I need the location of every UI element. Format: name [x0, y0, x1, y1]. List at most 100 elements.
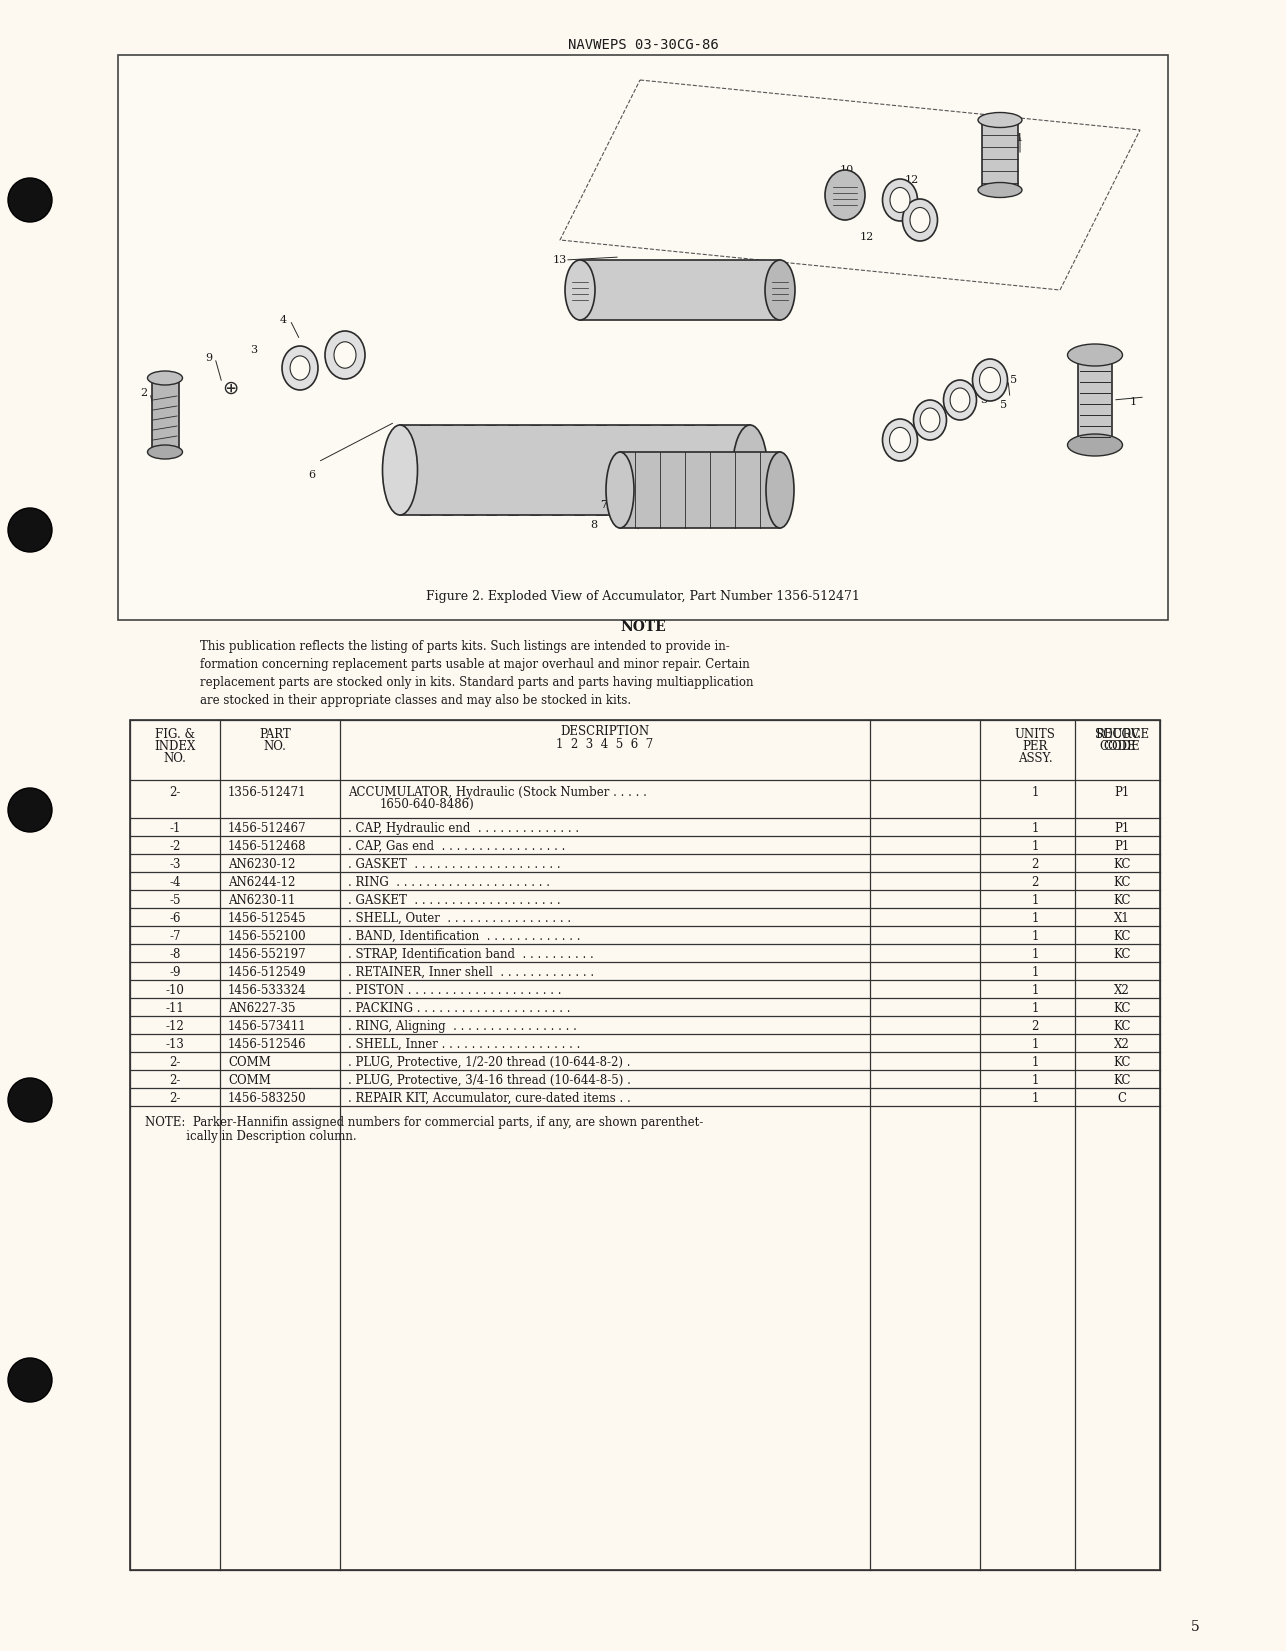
Text: P1: P1	[1115, 840, 1129, 854]
Text: CODE: CODE	[1103, 740, 1141, 753]
Text: PART: PART	[258, 728, 291, 741]
Text: 2-: 2-	[170, 1091, 181, 1105]
Text: -8: -8	[170, 948, 181, 961]
Text: 1: 1	[1031, 1038, 1039, 1052]
Text: 2-: 2-	[170, 786, 181, 799]
Text: 1: 1	[1031, 1002, 1039, 1015]
Text: PER: PER	[1022, 740, 1048, 753]
Ellipse shape	[910, 208, 930, 233]
Text: -12: -12	[166, 1020, 184, 1034]
Ellipse shape	[977, 112, 1022, 127]
Text: 2: 2	[140, 388, 147, 398]
Ellipse shape	[882, 419, 917, 461]
Text: . SHELL, Inner . . . . . . . . . . . . . . . . . . .: . SHELL, Inner . . . . . . . . . . . . .…	[349, 1038, 580, 1052]
Ellipse shape	[733, 424, 768, 515]
Text: FIG. &: FIG. &	[156, 728, 195, 741]
Text: . GASKET  . . . . . . . . . . . . . . . . . . . .: . GASKET . . . . . . . . . . . . . . . .…	[349, 859, 561, 872]
Text: 1: 1	[1031, 984, 1039, 997]
Text: P1: P1	[1115, 786, 1129, 799]
Text: NO.: NO.	[264, 740, 287, 753]
Circle shape	[8, 178, 51, 221]
Ellipse shape	[766, 452, 793, 528]
Text: 2: 2	[1031, 1020, 1039, 1034]
Text: . BAND, Identification  . . . . . . . . . . . . .: . BAND, Identification . . . . . . . . .…	[349, 930, 580, 943]
Text: . CAP, Hydraulic end  . . . . . . . . . . . . . .: . CAP, Hydraulic end . . . . . . . . . .…	[349, 822, 579, 835]
Text: AN6227-35: AN6227-35	[228, 1002, 296, 1015]
Ellipse shape	[1067, 434, 1123, 456]
Text: X2: X2	[1114, 1038, 1130, 1052]
Text: NOTE:  Parker-Hannifin assigned numbers for commercial parts, if any, are shown : NOTE: Parker-Hannifin assigned numbers f…	[145, 1116, 703, 1129]
Circle shape	[8, 1078, 51, 1123]
Bar	[983, 121, 1019, 190]
Ellipse shape	[890, 428, 910, 452]
Text: replacement parts are stocked only in kits. Standard parts and parts having mult: replacement parts are stocked only in ki…	[201, 675, 754, 688]
Text: C: C	[1118, 1091, 1127, 1105]
Text: 1  2  3  4  5  6  7: 1 2 3 4 5 6 7	[557, 738, 653, 751]
Polygon shape	[620, 452, 781, 528]
Text: 2: 2	[1031, 859, 1039, 872]
Text: KC: KC	[1114, 859, 1130, 872]
Polygon shape	[580, 259, 781, 320]
Text: Figure 2. Exploded View of Accumulator, Part Number 1356-512471: Figure 2. Exploded View of Accumulator, …	[426, 589, 860, 603]
Text: NOTE: NOTE	[620, 621, 666, 634]
Text: 1: 1	[1031, 1057, 1039, 1068]
Circle shape	[8, 509, 51, 551]
Text: . RING, Aligning  . . . . . . . . . . . . . . . . .: . RING, Aligning . . . . . . . . . . . .…	[349, 1020, 577, 1034]
Text: 1356-512471: 1356-512471	[228, 786, 306, 799]
Ellipse shape	[944, 380, 976, 419]
Text: 1456-583250: 1456-583250	[228, 1091, 306, 1105]
Text: 1456-552100: 1456-552100	[228, 930, 306, 943]
Bar	[118, 54, 1168, 621]
Text: 1: 1	[1031, 1091, 1039, 1105]
Circle shape	[8, 1359, 51, 1402]
Text: formation concerning replacement parts usable at major overhaul and minor repair: formation concerning replacement parts u…	[201, 659, 750, 670]
Text: . PISTON . . . . . . . . . . . . . . . . . . . . .: . PISTON . . . . . . . . . . . . . . . .…	[349, 984, 562, 997]
Ellipse shape	[334, 342, 356, 368]
Text: . GASKET  . . . . . . . . . . . . . . . . . . . .: . GASKET . . . . . . . . . . . . . . . .…	[349, 893, 561, 906]
Text: 1456-552197: 1456-552197	[228, 948, 306, 961]
Text: -11: -11	[166, 1002, 184, 1015]
Text: 10: 10	[840, 165, 854, 175]
Text: 1: 1	[1031, 966, 1039, 979]
Text: 3: 3	[895, 441, 901, 451]
Text: 1456-533324: 1456-533324	[228, 984, 307, 997]
Ellipse shape	[565, 259, 595, 320]
Text: 1: 1	[1031, 1075, 1039, 1086]
Text: COMM: COMM	[228, 1057, 271, 1068]
Text: 1456-573411: 1456-573411	[228, 1020, 306, 1034]
FancyBboxPatch shape	[1078, 353, 1112, 447]
Ellipse shape	[950, 388, 970, 413]
Text: . SHELL, Outer  . . . . . . . . . . . . . . . . .: . SHELL, Outer . . . . . . . . . . . . .…	[349, 911, 571, 925]
Text: P1: P1	[1115, 822, 1129, 835]
Text: 2: 2	[1031, 877, 1039, 888]
Text: 1456-512468: 1456-512468	[228, 840, 306, 854]
Text: -4: -4	[170, 877, 181, 888]
Bar	[130, 720, 1160, 1570]
Text: 2-: 2-	[170, 1057, 181, 1068]
Ellipse shape	[765, 259, 795, 320]
Text: 12: 12	[905, 175, 919, 185]
Text: COMM: COMM	[228, 1075, 271, 1086]
Text: KC: KC	[1114, 893, 1130, 906]
Text: KC: KC	[1114, 1057, 1130, 1068]
Text: 1: 1	[1031, 911, 1039, 925]
Text: -5: -5	[170, 893, 181, 906]
Text: 1456-512545: 1456-512545	[228, 911, 306, 925]
Text: 5: 5	[1001, 400, 1007, 409]
Text: . RETAINER, Inner shell  . . . . . . . . . . . . .: . RETAINER, Inner shell . . . . . . . . …	[349, 966, 594, 979]
Text: This publication reflects the listing of parts kits. Such listings are intended : This publication reflects the listing of…	[201, 641, 729, 654]
Ellipse shape	[606, 452, 634, 528]
Text: . RING  . . . . . . . . . . . . . . . . . . . . .: . RING . . . . . . . . . . . . . . . . .…	[349, 877, 550, 888]
Text: 1: 1	[1031, 822, 1039, 835]
Text: KC: KC	[1114, 877, 1130, 888]
Text: -6: -6	[170, 911, 181, 925]
Text: ically in Description column.: ically in Description column.	[145, 1129, 356, 1142]
Text: UNITS: UNITS	[1015, 728, 1056, 741]
Text: X2: X2	[1114, 984, 1130, 997]
Text: 4: 4	[280, 315, 287, 325]
Text: 3: 3	[980, 395, 988, 404]
Text: AN6230-12: AN6230-12	[228, 859, 296, 872]
Text: -3: -3	[170, 859, 181, 872]
Text: -1: -1	[170, 822, 181, 835]
Text: 1650-640-8486): 1650-640-8486)	[379, 797, 475, 811]
